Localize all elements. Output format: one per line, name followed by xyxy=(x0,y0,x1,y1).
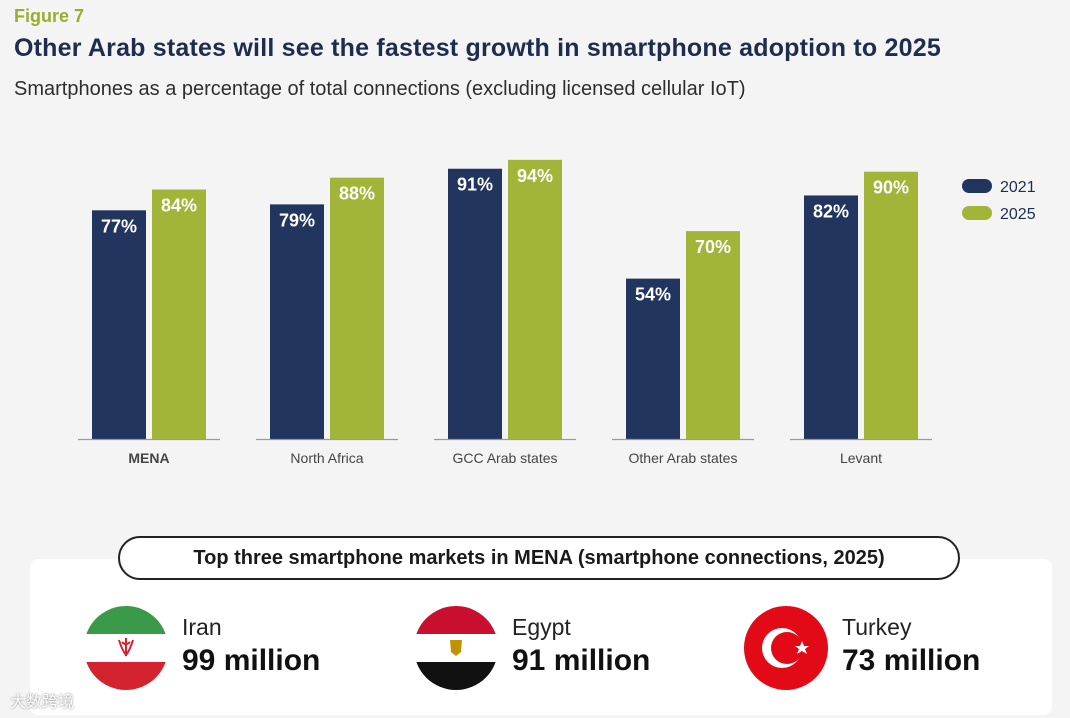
bar-label-2021-1: 79% xyxy=(279,210,315,230)
bar-2021-0 xyxy=(92,210,146,439)
category-label-4: Levant xyxy=(840,450,882,466)
bar-label-2021-0: 77% xyxy=(101,216,137,236)
markets-heading: Top three smartphone markets in MENA (sm… xyxy=(118,536,960,580)
bar-label-2025-0: 84% xyxy=(161,196,197,216)
bar-label-2025-1: 88% xyxy=(339,184,375,204)
legend-swatch-2025 xyxy=(962,206,992,220)
chart-title: Other Arab states will see the fastest g… xyxy=(14,34,941,62)
market-country: Iran xyxy=(182,614,222,640)
category-label-1: North Africa xyxy=(290,450,363,466)
bar-label-2025-2: 94% xyxy=(517,166,553,186)
bar-label-2025-3: 70% xyxy=(695,237,731,257)
bar-label-2025-4: 90% xyxy=(873,178,909,198)
bar-2021-2 xyxy=(448,168,502,440)
watermark: 大数跨境 xyxy=(10,694,75,711)
iran-flag-icon xyxy=(84,606,168,690)
figure-label: Figure 7 xyxy=(14,6,85,26)
bar-chart: 77% 84% MENA 79% 88% North Africa 91% 94% GCC Ar… xyxy=(78,159,1036,466)
legend-swatch-2021 xyxy=(962,179,992,193)
legend-label-2021: 2021 xyxy=(1000,179,1036,196)
bar-label-2021-2: 91% xyxy=(457,175,493,195)
egypt-flag-icon xyxy=(414,606,498,690)
category-label-2: GCC Arab states xyxy=(452,450,557,466)
turkey-flag-icon xyxy=(744,606,828,690)
legend-label-2025: 2025 xyxy=(1000,206,1036,223)
market-amount: 91 million xyxy=(512,644,651,677)
bar-2025-1 xyxy=(330,177,384,439)
bar-label-2021-4: 82% xyxy=(813,201,849,221)
category-label-3: Other Arab states xyxy=(629,450,738,466)
market-country: Turkey xyxy=(842,614,912,640)
markets-panel xyxy=(30,559,1052,715)
bar-2021-1 xyxy=(270,204,324,439)
bar-label-2021-3: 54% xyxy=(635,285,671,305)
category-label-0: MENA xyxy=(128,450,169,466)
market-amount: 73 million xyxy=(842,644,981,677)
bar-2025-0 xyxy=(152,189,206,439)
bar-2021-4 xyxy=(804,195,858,439)
bar-2025-2 xyxy=(508,159,562,439)
chart-subtitle: Smartphones as a percentage of total con… xyxy=(14,78,746,100)
market-amount: 99 million xyxy=(182,644,321,677)
bar-2025-4 xyxy=(864,171,918,439)
bar-2025-3 xyxy=(686,231,740,439)
bar-2021-3 xyxy=(626,278,680,439)
market-country: Egypt xyxy=(512,614,571,640)
